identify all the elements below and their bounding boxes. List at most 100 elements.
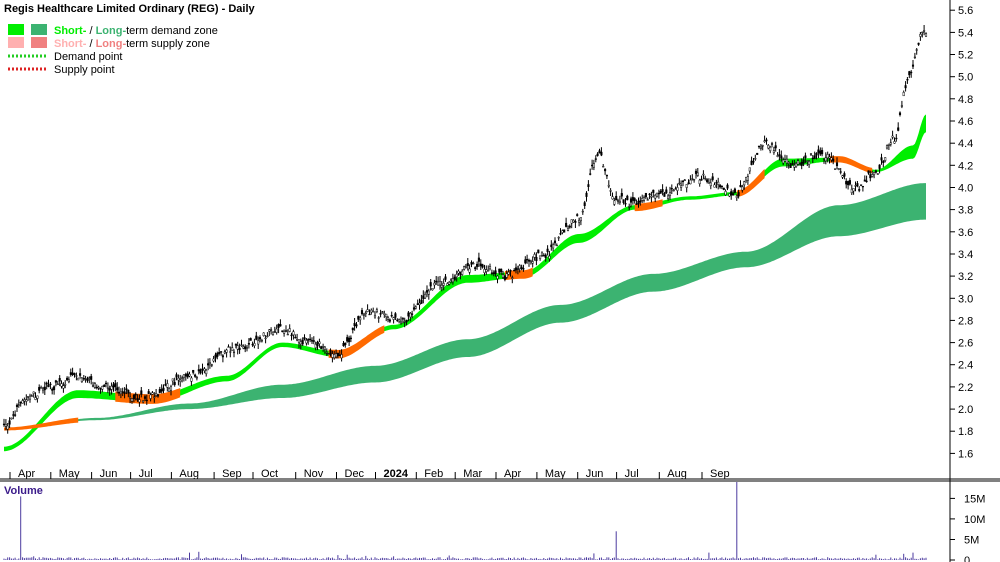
candle xyxy=(824,152,827,165)
candle-body xyxy=(463,266,466,270)
candle-body xyxy=(82,378,85,380)
candle-body xyxy=(615,195,618,201)
candle xyxy=(498,268,501,275)
candle-body xyxy=(182,374,185,378)
candle-body xyxy=(850,188,853,194)
candle-body xyxy=(544,254,547,258)
candle xyxy=(359,315,362,325)
candle-body xyxy=(581,210,584,213)
candle-body xyxy=(375,309,378,312)
candle-body xyxy=(188,373,191,377)
candle-body xyxy=(322,346,325,348)
candle xyxy=(657,189,660,199)
candle xyxy=(125,384,128,395)
candle-body xyxy=(10,417,13,420)
candle xyxy=(412,303,416,312)
candle xyxy=(47,379,50,388)
candle xyxy=(854,181,857,192)
candle-body xyxy=(103,384,106,387)
candle xyxy=(283,329,286,337)
candle xyxy=(910,70,913,78)
candle-body xyxy=(130,398,134,402)
candle-body xyxy=(249,338,252,341)
candle-body xyxy=(229,351,232,353)
candle xyxy=(527,258,531,267)
candle xyxy=(325,348,328,356)
candle-body xyxy=(123,391,126,394)
candle xyxy=(422,290,425,304)
candle xyxy=(67,376,70,384)
time-tick-label: Aug xyxy=(179,468,199,480)
candle xyxy=(366,304,369,313)
candle xyxy=(51,387,54,395)
candle-body xyxy=(900,105,903,107)
candle-body xyxy=(813,155,816,159)
candle-body xyxy=(451,278,454,283)
candle-body xyxy=(409,313,412,318)
candle-body xyxy=(346,337,349,342)
candle-body xyxy=(769,146,772,152)
candle-body xyxy=(366,309,369,312)
candle xyxy=(199,368,202,375)
candle xyxy=(921,31,924,38)
supply-segment-0 xyxy=(4,417,79,431)
candle-body xyxy=(53,386,56,391)
candle-body xyxy=(79,373,82,376)
candle-body xyxy=(244,346,247,350)
price-tick-label: 4.2 xyxy=(958,160,973,172)
candle xyxy=(175,372,178,381)
candle xyxy=(787,161,790,169)
candle-body xyxy=(880,157,883,161)
candle-body xyxy=(650,195,653,198)
candle-body xyxy=(97,386,100,389)
candle-body xyxy=(416,303,419,305)
candle xyxy=(79,368,82,379)
candle-body xyxy=(305,340,308,344)
candle-body xyxy=(425,290,429,293)
candle-body xyxy=(882,160,885,163)
candle-body xyxy=(817,149,820,154)
candle xyxy=(802,156,805,167)
candle-body xyxy=(368,313,371,316)
legend-label: Short- / Long-term demand zone xyxy=(54,25,218,37)
candle-body xyxy=(902,92,905,97)
candle xyxy=(817,145,820,159)
candle xyxy=(212,355,215,363)
candle xyxy=(592,159,595,171)
legend-label-long: Long- xyxy=(96,25,127,37)
candle xyxy=(262,332,265,337)
time-tick-label: Apr xyxy=(18,468,35,480)
candle-body xyxy=(197,369,200,372)
candle-body xyxy=(579,217,582,222)
candle xyxy=(32,391,35,398)
candle-body xyxy=(745,176,748,181)
candle-body xyxy=(628,206,631,208)
legend-swatch-short xyxy=(8,37,24,48)
candle xyxy=(117,386,121,396)
candle xyxy=(164,379,167,387)
candle xyxy=(583,200,586,209)
candle xyxy=(357,315,360,322)
candle xyxy=(681,180,685,187)
candle-body xyxy=(693,179,696,181)
candle-body xyxy=(578,219,581,223)
candle-body xyxy=(555,244,558,247)
candle xyxy=(782,157,785,166)
candle xyxy=(565,217,568,228)
candle xyxy=(38,384,41,394)
candle xyxy=(216,351,219,360)
candle-body xyxy=(672,189,675,192)
candle-body xyxy=(843,173,846,177)
candle xyxy=(557,236,560,241)
candle-body xyxy=(776,155,779,157)
candle-body xyxy=(323,346,326,350)
candle-body xyxy=(811,157,814,160)
candle xyxy=(479,259,482,270)
candle-body xyxy=(837,168,840,170)
candle xyxy=(260,338,263,343)
candle-body xyxy=(479,263,482,267)
candle-body xyxy=(657,192,660,195)
candle xyxy=(320,345,323,350)
candle-body xyxy=(809,153,813,155)
candle-body xyxy=(253,343,256,346)
